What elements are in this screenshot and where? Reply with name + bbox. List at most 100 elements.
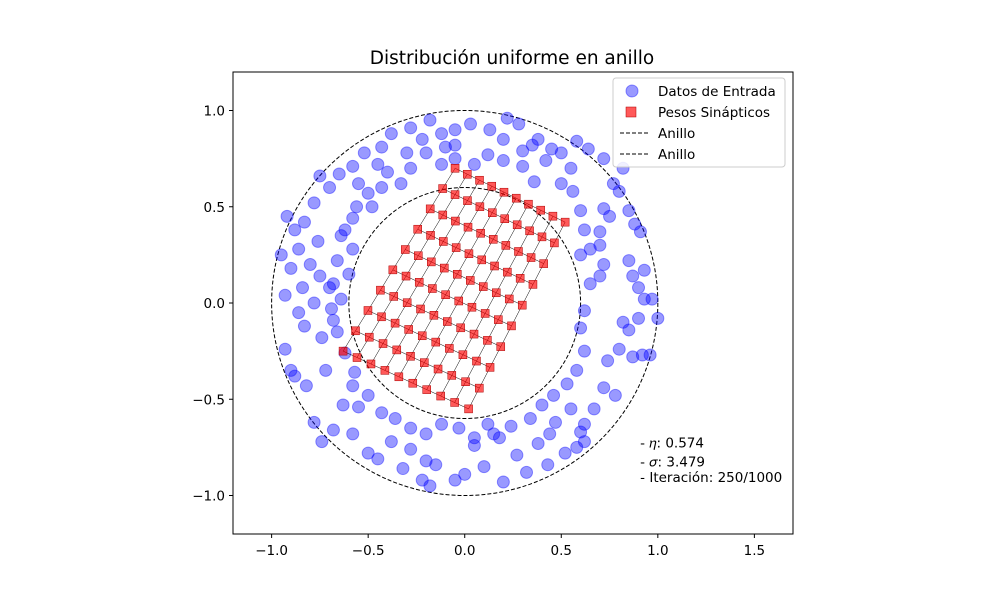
synaptic-weight-marker xyxy=(420,358,429,367)
synaptic-weight-marker xyxy=(485,363,495,372)
data-point xyxy=(324,302,338,316)
data-point xyxy=(394,177,408,191)
synaptic-weight-marker xyxy=(526,253,536,262)
synaptic-weight-marker xyxy=(463,169,472,179)
data-point xyxy=(564,161,578,175)
x-tick-label: 1.5 xyxy=(744,543,765,559)
synaptic-weight-marker xyxy=(451,216,460,226)
synaptic-weight-marker xyxy=(389,292,399,301)
data-point xyxy=(635,348,649,362)
data-point xyxy=(415,473,429,487)
data-point xyxy=(554,146,568,160)
data-point xyxy=(608,388,622,402)
data-point xyxy=(477,460,491,474)
clip-layer xyxy=(271,110,665,496)
data-point xyxy=(346,379,360,393)
data-point xyxy=(448,138,462,152)
synaptic-weight-marker xyxy=(388,265,398,275)
ring-circles xyxy=(271,110,659,496)
data-point xyxy=(365,200,379,214)
synaptic-weight-marker xyxy=(458,350,468,359)
synaptic-weight-marker xyxy=(515,274,525,283)
data-point xyxy=(496,132,510,146)
synaptic-weight-marker xyxy=(475,202,485,211)
synaptic-weight-marker xyxy=(426,231,435,240)
data-point xyxy=(296,281,310,295)
weight-grid-line xyxy=(468,222,566,410)
data-point xyxy=(404,121,418,135)
data-point xyxy=(651,311,665,325)
data-point xyxy=(448,152,462,166)
data-point xyxy=(637,263,651,277)
weight-grid-line xyxy=(412,198,517,384)
data-point xyxy=(400,146,414,160)
synaptic-weight-marker xyxy=(352,353,362,362)
data-point xyxy=(458,467,472,481)
data-point xyxy=(626,269,640,283)
chart-title: Distribución uniforme en anillo xyxy=(370,48,655,69)
data-point xyxy=(361,186,375,200)
data-point xyxy=(435,157,449,171)
synaptic-weight-marker xyxy=(454,296,464,306)
annotation-text: - 𝜎: 3.479 xyxy=(640,455,705,471)
synaptic-weight-marker xyxy=(438,184,447,193)
synaptic-weight-marker xyxy=(463,196,472,205)
weight-grid-line xyxy=(355,330,480,389)
data-point xyxy=(593,238,607,252)
weight-grid-line xyxy=(367,310,491,368)
weight-grid-line xyxy=(440,210,541,397)
data-point xyxy=(597,381,611,395)
annotation-text: - 𝜂: 0.574 xyxy=(640,435,704,451)
data-point xyxy=(597,202,611,216)
synaptic-weight-marker xyxy=(525,226,534,236)
data-point xyxy=(292,242,306,256)
synaptic-weight-marker xyxy=(443,317,452,326)
data-point xyxy=(574,321,588,335)
synaptic-weight-marker xyxy=(476,228,485,238)
data-point xyxy=(612,342,626,356)
weight-grid-line xyxy=(384,186,493,371)
weight-grid-line xyxy=(370,180,480,365)
synaptic-weight-marker xyxy=(436,391,445,401)
synaptic-weight-marker xyxy=(466,276,475,285)
x-tick-label: 1.0 xyxy=(647,543,668,559)
data-point xyxy=(570,134,584,148)
synaptic-weight-marker xyxy=(394,372,404,382)
y-tick-label: 0.0 xyxy=(204,296,225,312)
synaptic-weight-marker xyxy=(500,214,509,224)
data-point xyxy=(384,435,398,449)
data-point xyxy=(577,435,591,449)
synaptic-weight-marker xyxy=(363,306,373,315)
data-point xyxy=(464,117,478,131)
data-point xyxy=(448,123,462,137)
data-point xyxy=(313,169,327,183)
data-point xyxy=(404,442,418,456)
data-point xyxy=(297,215,311,229)
ring-circle xyxy=(348,187,582,419)
y-tick-label: 0.5 xyxy=(204,200,225,216)
synaptic-weight-marker xyxy=(406,352,415,361)
synaptic-weight-marker xyxy=(517,300,527,310)
data-point xyxy=(645,292,659,306)
data-point xyxy=(570,363,584,377)
data-point xyxy=(548,415,562,429)
data-point xyxy=(481,148,495,162)
synaptic-weight-marker xyxy=(429,311,439,320)
data-point xyxy=(371,452,385,466)
data-point xyxy=(554,177,568,191)
data-point xyxy=(380,165,394,179)
synaptic-weight-marker xyxy=(413,224,422,234)
synaptic-weight-marker xyxy=(478,282,488,291)
weight-grid-line xyxy=(380,289,501,347)
data-point xyxy=(284,363,298,377)
synaptic-weight-marker xyxy=(469,329,479,339)
data-point xyxy=(531,132,545,146)
data-point xyxy=(520,465,534,479)
synaptic-weight-marker xyxy=(366,359,376,369)
legend-label-ring-inner: Anillo xyxy=(658,147,695,163)
data-point xyxy=(404,161,418,175)
data-point xyxy=(326,277,340,291)
data-point xyxy=(467,438,481,452)
data-point xyxy=(583,242,597,256)
